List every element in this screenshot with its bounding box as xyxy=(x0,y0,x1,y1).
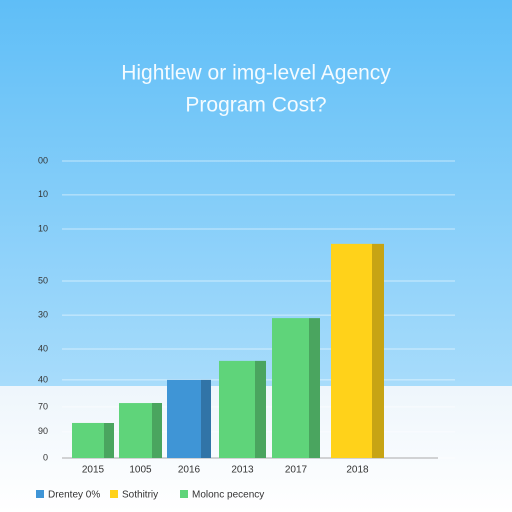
x-tick-label: 2016 xyxy=(178,465,201,476)
legend-label: Drentey 0% xyxy=(48,490,100,501)
bar xyxy=(219,360,255,458)
legend-swatch xyxy=(36,490,44,498)
bar-side xyxy=(152,403,162,458)
legend-swatch xyxy=(110,490,118,498)
bar xyxy=(272,318,309,458)
y-tick-label: 30 xyxy=(38,310,48,320)
bar-side xyxy=(201,379,211,458)
y-tick-label: 10 xyxy=(38,223,48,233)
y-tick-label: 90 xyxy=(38,426,48,436)
chart-title: Hightlew or img-level Agency xyxy=(121,62,391,85)
bar-side xyxy=(104,422,114,458)
bar xyxy=(72,422,104,458)
bar xyxy=(167,379,201,458)
chart-title: Program Cost? xyxy=(185,94,326,117)
x-tick-label: 2017 xyxy=(285,465,308,476)
y-tick-label: 10 xyxy=(38,189,48,199)
bar-side xyxy=(372,243,384,458)
y-tick-label: 40 xyxy=(38,343,48,353)
x-tick-label: 2015 xyxy=(82,465,105,476)
bar-side xyxy=(309,318,320,458)
y-tick-label: 40 xyxy=(38,374,48,384)
x-tick-label: 2018 xyxy=(346,465,369,476)
y-tick-label: 0 xyxy=(43,452,48,462)
x-tick-label: 1005 xyxy=(129,465,152,476)
legend-swatch xyxy=(180,490,188,498)
bar xyxy=(331,243,372,458)
bar xyxy=(119,403,152,458)
legend-label: Molonc pecency xyxy=(192,490,264,501)
x-tick-label: 2013 xyxy=(231,465,254,476)
y-tick-label: 70 xyxy=(38,401,48,411)
y-tick-label: 00 xyxy=(38,155,48,165)
legend-label: Sothitriy xyxy=(122,490,158,501)
bar-side xyxy=(255,360,266,458)
y-tick-label: 50 xyxy=(38,275,48,285)
